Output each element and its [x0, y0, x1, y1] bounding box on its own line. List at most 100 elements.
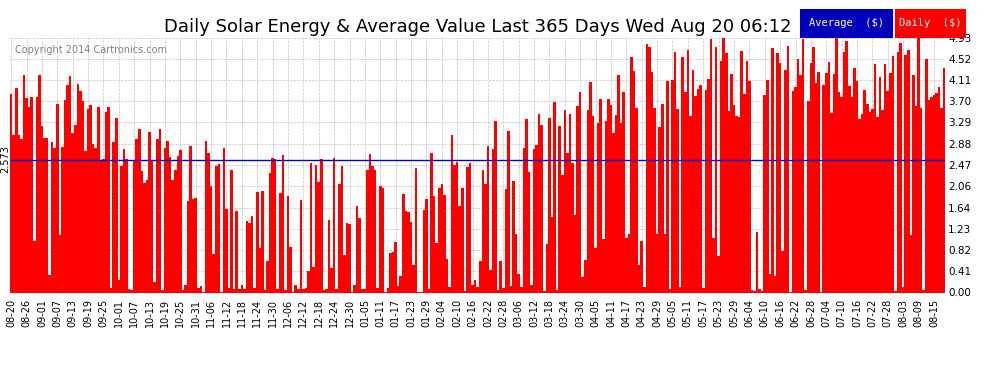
- Bar: [136, 140, 138, 292]
- Bar: [718, 256, 720, 292]
- Bar: [166, 141, 169, 292]
- Bar: [376, 288, 379, 292]
- Bar: [571, 163, 574, 292]
- Bar: [553, 102, 555, 292]
- Bar: [768, 274, 771, 292]
- Bar: [279, 193, 281, 292]
- Bar: [356, 206, 358, 292]
- Bar: [548, 118, 550, 292]
- Bar: [318, 182, 320, 292]
- Bar: [938, 87, 940, 292]
- Bar: [899, 43, 902, 292]
- Bar: [833, 74, 836, 292]
- Bar: [643, 287, 645, 292]
- Bar: [26, 98, 28, 292]
- Bar: [276, 290, 279, 292]
- Text: Average  ($): Average ($): [809, 18, 884, 28]
- Bar: [886, 90, 889, 292]
- Bar: [284, 290, 287, 292]
- Bar: [758, 290, 761, 292]
- Bar: [436, 243, 438, 292]
- Bar: [555, 290, 558, 292]
- Bar: [113, 142, 115, 292]
- Bar: [231, 170, 233, 292]
- Bar: [49, 275, 50, 292]
- Bar: [87, 109, 89, 292]
- Bar: [105, 112, 107, 292]
- Bar: [568, 114, 571, 292]
- Bar: [741, 51, 742, 292]
- Bar: [620, 123, 623, 292]
- Bar: [163, 148, 166, 292]
- Bar: [538, 114, 541, 292]
- Bar: [466, 167, 468, 292]
- Bar: [815, 82, 818, 292]
- Bar: [481, 170, 484, 292]
- Bar: [423, 210, 425, 292]
- Bar: [484, 183, 487, 292]
- Bar: [766, 80, 768, 292]
- Bar: [358, 218, 361, 292]
- Bar: [353, 285, 356, 292]
- Bar: [402, 194, 405, 292]
- Bar: [241, 285, 244, 292]
- Bar: [658, 128, 661, 292]
- Bar: [133, 161, 136, 292]
- Bar: [450, 135, 453, 292]
- Bar: [333, 158, 336, 292]
- Bar: [110, 288, 113, 292]
- Bar: [897, 53, 899, 292]
- Bar: [205, 141, 207, 292]
- Bar: [266, 261, 268, 292]
- Bar: [89, 105, 92, 292]
- Bar: [812, 46, 815, 292]
- Bar: [515, 234, 518, 292]
- Bar: [158, 129, 161, 292]
- Bar: [930, 97, 933, 292]
- Bar: [200, 286, 202, 292]
- Bar: [253, 288, 256, 292]
- Bar: [771, 48, 774, 292]
- Bar: [438, 188, 441, 292]
- Bar: [394, 242, 397, 292]
- Bar: [853, 68, 855, 292]
- Bar: [244, 290, 246, 292]
- Bar: [684, 92, 687, 292]
- Text: 2.573: 2.573: [0, 146, 10, 174]
- Bar: [18, 135, 20, 292]
- Bar: [610, 105, 612, 292]
- Bar: [412, 265, 415, 292]
- Bar: [855, 81, 858, 292]
- Bar: [863, 90, 866, 292]
- Bar: [315, 165, 318, 292]
- Bar: [33, 241, 36, 292]
- Bar: [628, 234, 631, 292]
- Bar: [920, 108, 923, 292]
- Bar: [858, 118, 861, 292]
- Bar: [400, 276, 402, 292]
- Bar: [302, 289, 305, 292]
- Bar: [297, 290, 300, 292]
- Bar: [141, 171, 144, 292]
- Bar: [618, 75, 620, 292]
- Bar: [250, 216, 253, 292]
- Bar: [558, 126, 561, 292]
- Bar: [599, 99, 602, 292]
- Bar: [446, 258, 448, 292]
- Bar: [448, 287, 450, 292]
- Bar: [471, 285, 474, 292]
- Bar: [368, 154, 371, 292]
- Bar: [287, 196, 289, 292]
- Bar: [294, 285, 297, 292]
- Bar: [215, 166, 218, 292]
- Bar: [115, 118, 118, 292]
- Bar: [10, 93, 13, 292]
- Bar: [533, 149, 536, 292]
- Bar: [397, 286, 400, 292]
- Bar: [346, 223, 348, 292]
- Bar: [56, 104, 58, 292]
- Bar: [171, 180, 174, 292]
- Bar: [58, 234, 61, 292]
- Bar: [694, 96, 697, 292]
- Bar: [184, 285, 187, 292]
